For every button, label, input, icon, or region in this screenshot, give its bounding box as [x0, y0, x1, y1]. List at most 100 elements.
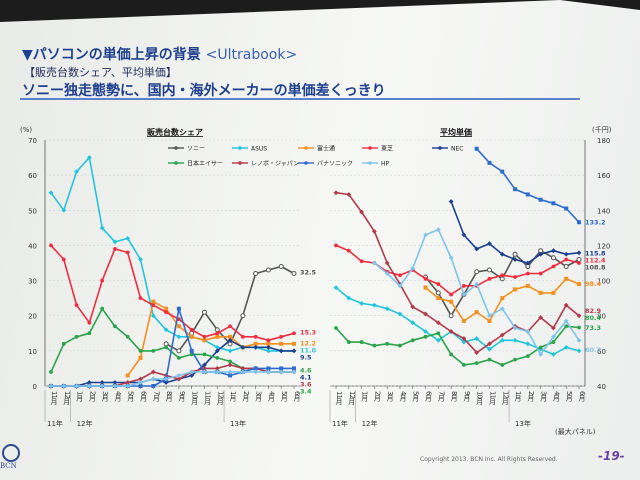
data-point	[202, 352, 207, 357]
data-point	[512, 251, 518, 257]
series-line-3	[50, 244, 295, 342]
data-point	[99, 380, 105, 385]
year-label: 11年	[47, 419, 63, 428]
x-tick-label: 1月	[229, 391, 237, 403]
legend-marker	[238, 161, 242, 165]
x-tick-label: 6月	[578, 391, 586, 403]
x-tick-label: 4月	[114, 391, 122, 403]
x-tick-label: 2月	[88, 391, 96, 403]
data-point	[449, 352, 454, 357]
legend-label: 東芝	[381, 145, 393, 153]
x-tick-label: 9月	[178, 391, 186, 403]
data-point	[49, 370, 53, 374]
data-point	[346, 340, 351, 344]
x-tick-label: 1月	[361, 391, 369, 403]
data-point	[346, 248, 351, 253]
y-tick-label: 80	[597, 313, 606, 321]
x-tick-label: 11月	[488, 391, 496, 406]
data-point	[227, 337, 233, 343]
data-point	[513, 287, 518, 292]
data-point	[151, 299, 156, 304]
legend-marker	[174, 161, 178, 165]
series-line-2	[127, 300, 294, 376]
data-label: 4.1	[300, 373, 312, 381]
series-line-8	[51, 371, 294, 387]
data-point	[333, 190, 339, 196]
data-point	[48, 190, 54, 196]
data-point	[525, 192, 530, 197]
data-point	[372, 343, 377, 348]
data-point	[563, 302, 569, 308]
data-point	[423, 285, 428, 290]
series-line-1	[50, 156, 294, 352]
data-point	[398, 273, 402, 278]
data-point	[112, 383, 118, 389]
data-point	[176, 348, 182, 354]
data-point	[513, 275, 517, 279]
data-point	[551, 264, 556, 269]
data-point	[461, 336, 467, 341]
data-point	[551, 334, 556, 340]
data-point	[461, 318, 466, 323]
data-point	[397, 311, 403, 317]
data-point	[291, 271, 297, 277]
data-point	[228, 373, 233, 378]
legend-marker	[174, 146, 178, 150]
y-axis-unit: (千円)	[592, 125, 612, 134]
data-point	[448, 313, 454, 319]
data-point	[564, 206, 569, 211]
data-point	[99, 225, 105, 231]
data-point	[125, 250, 130, 255]
data-point	[138, 296, 143, 301]
data-point	[228, 359, 232, 364]
data-point	[227, 348, 233, 354]
data-label: 32.5	[300, 268, 317, 276]
data-point	[279, 341, 284, 346]
data-point	[487, 160, 492, 165]
data-point	[138, 384, 143, 388]
data-point	[359, 340, 364, 344]
data-point	[538, 315, 544, 320]
data-point	[435, 290, 441, 296]
y-tick-label: 10	[28, 348, 37, 356]
data-point	[279, 366, 284, 371]
data-point	[551, 201, 556, 206]
data-point	[125, 334, 130, 339]
x-tick-label: 4月	[399, 391, 407, 403]
x-tick-label: 6月	[425, 391, 433, 403]
data-point	[266, 366, 271, 371]
data-point	[384, 271, 390, 276]
data-point	[576, 250, 582, 256]
data-point	[461, 363, 466, 367]
data-point	[215, 334, 220, 339]
data-point	[266, 369, 271, 375]
panel-annotation: (最大パネル)	[555, 427, 596, 436]
data-label: 115.8	[585, 249, 606, 257]
data-point	[266, 341, 271, 346]
data-point	[371, 228, 377, 234]
data-point	[576, 348, 582, 354]
data-point	[278, 369, 284, 375]
data-point	[525, 260, 531, 266]
data-point	[487, 346, 492, 352]
data-point	[176, 373, 182, 378]
y-tick-label: 140	[597, 207, 610, 215]
data-point	[563, 344, 569, 350]
x-tick-label: 4月	[552, 391, 560, 403]
legend-marker	[438, 146, 442, 150]
data-point	[474, 310, 479, 315]
y-tick-label: 70	[28, 137, 37, 145]
data-point	[577, 220, 581, 225]
data-point	[525, 354, 530, 359]
data-point	[189, 327, 194, 332]
data-point	[398, 343, 402, 348]
data-point	[266, 348, 271, 354]
data-label: 112.4	[585, 256, 606, 264]
data-label: 11.0	[300, 347, 317, 355]
data-point	[563, 264, 569, 270]
data-point	[202, 338, 207, 343]
data-point	[550, 255, 556, 261]
data-point	[163, 380, 169, 385]
data-point	[265, 267, 271, 273]
data-point	[138, 257, 143, 262]
